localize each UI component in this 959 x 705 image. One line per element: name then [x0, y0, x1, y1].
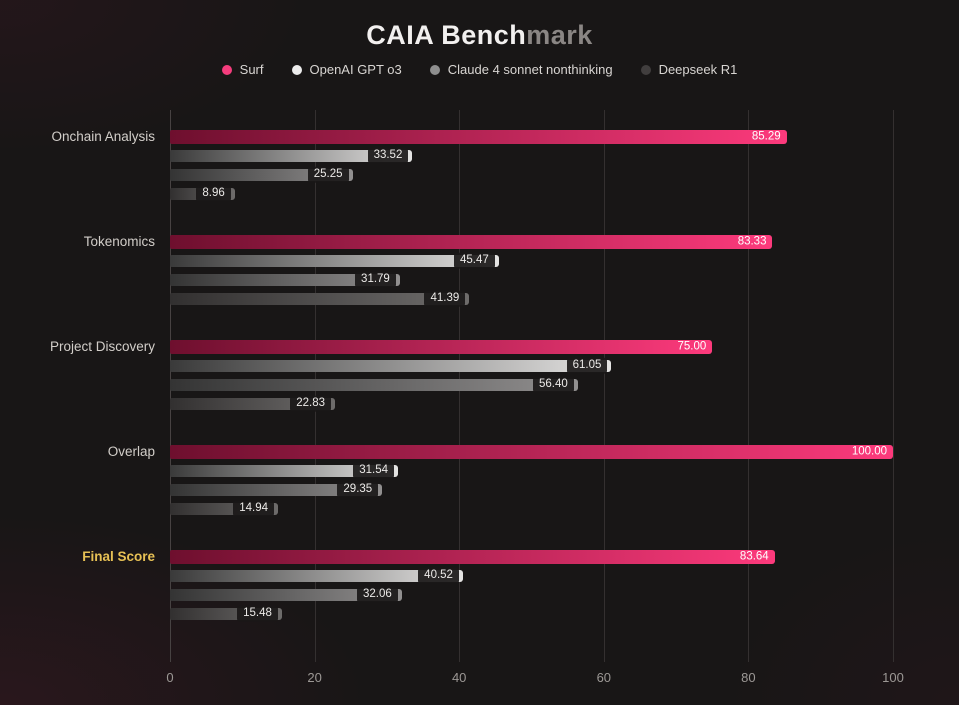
bar-openai-gpt-o3: 45.47 — [170, 252, 499, 269]
bar-surf: 100.00 — [170, 444, 893, 459]
bar-row: 61.05 — [170, 356, 893, 375]
chart-title: CAIA Benchmark — [0, 20, 959, 51]
bar-value-label: 22.83 — [290, 395, 332, 412]
category-label: Onchain Analysis — [51, 129, 155, 144]
bar-deepseek-r1: 14.94 — [170, 500, 279, 517]
category-label: Final Score — [82, 549, 155, 564]
bar-group-0: Onchain Analysis 85.29 33.52 25.25 8.96 — [51, 127, 893, 232]
bar-value-label: 25.25 — [307, 166, 349, 183]
axis-tick-label: 100 — [882, 670, 904, 685]
bar-row: 31.79 — [170, 270, 893, 289]
legend-label: Deepseek R1 — [658, 62, 738, 77]
bar-row: 8.96 — [170, 184, 893, 203]
gridline — [893, 110, 894, 662]
chart-title-secondary: mark — [526, 20, 593, 50]
chart-title-primary: CAIA Bench — [366, 20, 527, 50]
bar-value-label: 41.39 — [424, 290, 466, 307]
bar-claude-4-sonnet-nonthinking: 29.35 — [170, 481, 383, 498]
bar-value-label: 31.79 — [355, 271, 396, 288]
bar-claude-4-sonnet-nonthinking: 32.06 — [170, 586, 402, 603]
bar-openai-gpt-o3: 31.54 — [170, 462, 399, 479]
bar-surf: 83.64 — [170, 549, 775, 564]
bar-value-label: 100.00 — [851, 444, 887, 457]
bar-value-label: 33.52 — [367, 147, 409, 164]
bar-openai-gpt-o3: 33.52 — [170, 147, 413, 164]
bar-value-label: 61.05 — [566, 357, 608, 374]
bar-group-3: Overlap 100.00 31.54 29.35 14.94 — [108, 442, 893, 547]
legend-item-1: OpenAI GPT o3 — [291, 62, 402, 77]
bar-deepseek-r1: 41.39 — [170, 290, 470, 307]
bar-deepseek-r1: 15.48 — [170, 605, 282, 622]
gridline — [748, 110, 750, 662]
bar-value-label: 40.52 — [418, 567, 459, 584]
bar-value-label: 31.54 — [353, 462, 395, 479]
plot-area: Onchain Analysis 85.29 33.52 25.25 8.96 Token… — [50, 127, 893, 652]
legend-dot-icon — [429, 64, 440, 75]
bar-claude-4-sonnet-nonthinking: 31.79 — [170, 271, 400, 288]
legend-item-3: Deepseek R1 — [640, 62, 738, 77]
bar-row: 29.35 — [170, 480, 893, 499]
legend-label: Surf — [239, 62, 264, 77]
bar-value-label: 45.47 — [453, 252, 495, 269]
axis-tick-label: 40 — [451, 670, 467, 685]
axis-tick-label: 0 — [166, 670, 174, 685]
axis-tick-label: 60 — [596, 670, 612, 685]
bar-group-1: Tokenomics 83.33 45.47 31.79 41.39 — [84, 232, 893, 337]
bar-value-label: 14.94 — [233, 500, 275, 517]
category-label: Tokenomics — [83, 234, 155, 249]
bar-group-2: Project Discovery 75.00 61.05 56.40 22.83 — [50, 337, 893, 442]
bar-row: 32.06 — [170, 585, 893, 604]
bar-value-label: 15.48 — [237, 605, 278, 622]
bar-openai-gpt-o3: 40.52 — [170, 567, 463, 584]
bar-row: 41.39 — [170, 289, 893, 308]
bar-row: 83.33 — [170, 232, 893, 251]
bar-deepseek-r1: 22.83 — [170, 395, 336, 412]
bar-claude-4-sonnet-nonthinking: 56.40 — [170, 376, 578, 393]
bar-openai-gpt-o3: 61.05 — [170, 357, 612, 374]
bar-value-label: 32.06 — [357, 586, 398, 603]
bar-row: 15.48 — [170, 604, 893, 623]
bar-row: 85.29 — [170, 127, 893, 146]
bar-value-label: 56.40 — [532, 376, 574, 393]
bar-value-label: 75.00 — [677, 339, 707, 352]
legend-item-0: Surf — [221, 62, 264, 77]
bar-value-label: 83.33 — [737, 234, 767, 247]
bar-row: 100.00 — [170, 442, 893, 461]
bar-value-label: 29.35 — [337, 481, 379, 498]
legend-label: OpenAI GPT o3 — [309, 62, 402, 77]
bar-row: 40.52 — [170, 566, 893, 585]
bar-value-label: 85.29 — [751, 129, 781, 142]
axis-tick-label: 20 — [307, 670, 322, 685]
axis-tick-label: 80 — [741, 670, 756, 685]
bar-row: 33.52 — [170, 146, 893, 165]
bar-row: 31.54 — [170, 461, 893, 480]
bar-deepseek-r1: 8.96 — [170, 185, 235, 202]
legend-label: Claude 4 sonnet nonthinking — [447, 62, 613, 77]
category-label: Overlap — [107, 444, 155, 459]
bar-row: 45.47 — [170, 251, 893, 270]
legend-dot-icon — [221, 64, 232, 75]
bar-value-label: 83.64 — [739, 549, 769, 562]
bar-surf: 85.29 — [170, 129, 787, 144]
bar-row: 75.00 — [170, 337, 893, 356]
bar-row: 83.64 — [170, 547, 893, 566]
gridline — [603, 110, 605, 662]
legend-dot-icon — [640, 64, 651, 75]
bar-surf: 83.33 — [170, 234, 773, 249]
bar-row: 22.83 — [170, 394, 893, 413]
legend: Surf OpenAI GPT o3 Claude 4 sonnet nonthin… — [0, 62, 959, 77]
bar-value-label: 8.96 — [196, 185, 231, 202]
bar-claude-4-sonnet-nonthinking: 25.25 — [170, 166, 353, 183]
bar-row: 25.25 — [170, 165, 893, 184]
bar-group-4: Final Score 83.64 40.52 32.06 15.48 — [82, 547, 893, 652]
bar-surf: 75.00 — [170, 339, 713, 354]
bar-row: 56.40 — [170, 375, 893, 394]
legend-dot-icon — [291, 64, 302, 75]
category-label: Project Discovery — [49, 339, 155, 354]
legend-item-2: Claude 4 sonnet nonthinking — [429, 62, 613, 77]
bar-row: 14.94 — [170, 499, 893, 518]
